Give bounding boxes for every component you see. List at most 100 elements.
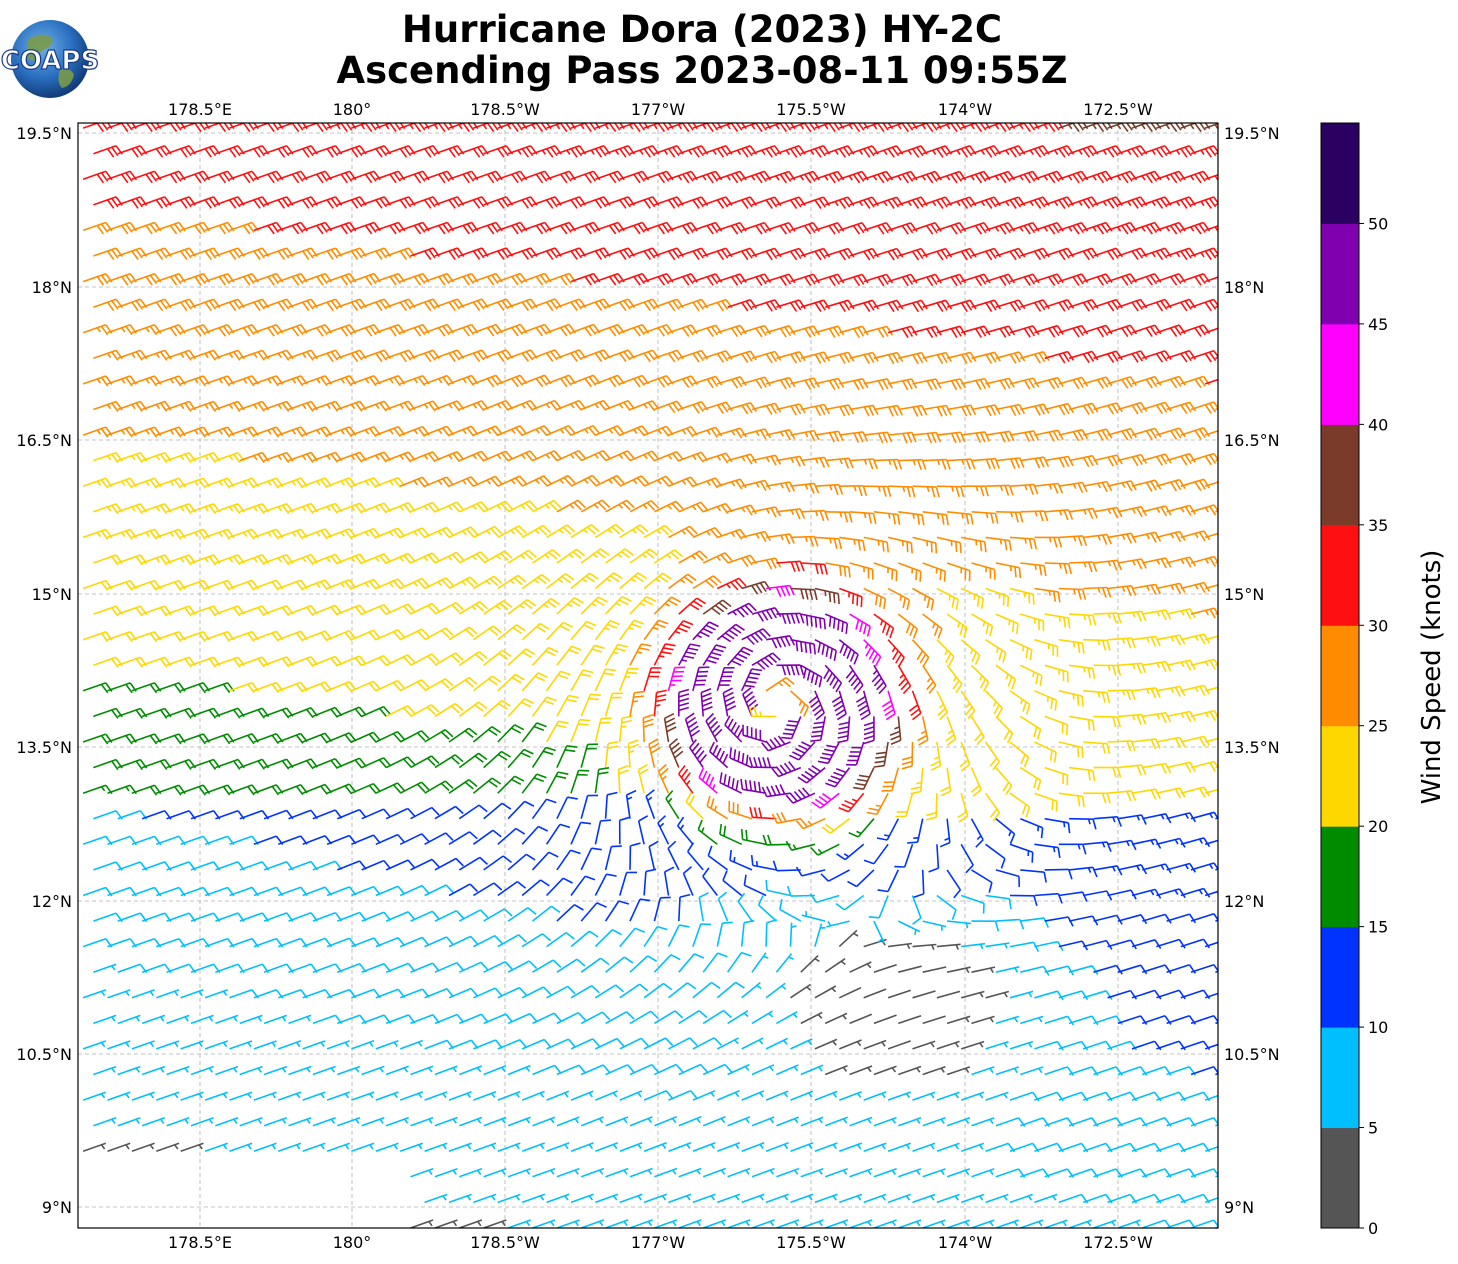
wind-barb [497, 724, 525, 743]
wind-barb [204, 426, 235, 438]
wind-barb [849, 1116, 873, 1127]
wind-barb [410, 247, 440, 260]
wind-barb [1166, 401, 1197, 414]
colorbar-tick-label: 45 [1368, 315, 1388, 334]
wind-barb [814, 536, 843, 550]
wind-barb [399, 374, 430, 387]
wind-barb [483, 1013, 514, 1025]
wind-barb [1020, 562, 1047, 577]
wind-barb [483, 1167, 507, 1178]
wind-barb [239, 1014, 263, 1025]
wind-barb [1204, 635, 1218, 641]
wind-barb [960, 1040, 985, 1050]
wind-barb [1131, 583, 1162, 595]
wind-barb [727, 602, 757, 618]
wind-barb [190, 503, 221, 515]
wind-barb [351, 629, 381, 641]
wind-barb [619, 524, 649, 539]
wind-barbs [82, 123, 1218, 1228]
wind-barb [458, 601, 489, 615]
wind-barb [785, 840, 816, 851]
wind-barb [302, 477, 333, 489]
wind-barb [1190, 1117, 1218, 1127]
wind-barb [898, 1219, 922, 1228]
wind-barb [717, 427, 747, 439]
wind-barb [971, 299, 1001, 312]
wind-barb [1083, 741, 1111, 755]
wind-barb [912, 1142, 936, 1153]
wind-barb [765, 1037, 789, 1050]
wind-barb [166, 1117, 190, 1127]
wind-barb [473, 1090, 497, 1101]
wind-barb [1044, 613, 1071, 629]
wind-barb [1131, 427, 1162, 441]
wind-barb [800, 1064, 824, 1076]
wind-barb [898, 1014, 922, 1025]
wind-barb [838, 792, 865, 813]
wind-barb [448, 883, 479, 897]
wind-barb [580, 1116, 604, 1127]
wind-barb [1142, 505, 1172, 517]
wind-barb [215, 1116, 239, 1127]
wind-barb [1180, 837, 1211, 848]
wind-barb [619, 1142, 643, 1153]
wind-barb [697, 819, 718, 845]
wind-barb [351, 834, 381, 846]
wind-barb [657, 815, 670, 845]
wind-barb [946, 966, 971, 974]
wind-barb [521, 573, 551, 590]
wind-barb [849, 404, 879, 417]
wind-barb [1204, 481, 1218, 487]
y-tick-right: 13.5°N [1224, 738, 1280, 757]
wind-barb [971, 145, 1001, 158]
wind-barb [629, 955, 658, 973]
wind-barb [424, 170, 455, 184]
wind-barb [800, 1167, 824, 1178]
wind-barb [1009, 894, 1038, 907]
wind-barb [637, 763, 649, 794]
wind-barb [580, 499, 611, 513]
wind-barb [1142, 609, 1172, 621]
wind-barb [1142, 762, 1172, 774]
wind-barb [1068, 402, 1099, 415]
wind-barb [727, 1116, 751, 1127]
wind-barb [483, 550, 513, 564]
wind-barb [814, 1142, 838, 1153]
wind-barb [424, 780, 454, 794]
wind-barb [1190, 452, 1218, 466]
wind-barb [727, 646, 754, 666]
wind-barb [1131, 635, 1161, 647]
wind-barb [678, 1063, 709, 1076]
wind-barb [790, 325, 820, 338]
wind-barb [434, 805, 464, 820]
wind-barb [1117, 298, 1148, 312]
wind-barb [385, 705, 416, 718]
wind-barb [253, 477, 284, 489]
wind-barb [971, 511, 999, 524]
wind-barb [570, 424, 601, 437]
wind-barb [995, 299, 1026, 312]
wind-barb [1044, 350, 1075, 364]
wind-barb [1069, 561, 1098, 573]
wind-barb [483, 196, 514, 209]
wind-barb [458, 701, 488, 718]
wind-barb [141, 503, 172, 515]
wind-barb [351, 1091, 375, 1101]
wind-barb [912, 943, 937, 950]
wind-barb [253, 324, 284, 337]
wind-barb [410, 1116, 434, 1127]
wind-barb [580, 644, 605, 666]
wind-barb [595, 474, 625, 487]
wind-barb [765, 325, 796, 338]
wind-barb [1142, 712, 1172, 724]
wind-barb [483, 750, 511, 769]
wind-barb [1142, 964, 1172, 975]
wind-barb [825, 767, 851, 788]
wind-barb [917, 716, 929, 746]
wind-barb [702, 401, 733, 414]
wind-barb [1142, 401, 1172, 415]
wind-barb [1068, 507, 1098, 520]
wind-barb [507, 450, 538, 462]
wind-barb [483, 1116, 507, 1127]
wind-barb [570, 524, 600, 539]
